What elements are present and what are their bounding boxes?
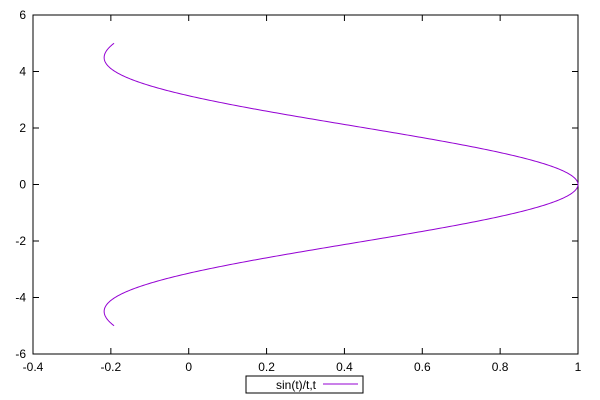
x-tick-label: 0.6 [414,360,431,374]
x-tick-label: -0.4 [23,360,44,374]
x-tick-label: 1 [575,360,582,374]
x-tick-label: 0.2 [258,360,275,374]
y-axis-ticks: -6 -4 -2 0 2 4 6 [15,8,578,361]
y-tick-label: 2 [19,121,26,135]
x-tick-label: 0.8 [492,360,509,374]
legend-box [245,375,364,394]
y-tick-label: 0 [19,178,26,192]
plot-frame [32,14,579,355]
x-axis-ticks: -0.4 -0.2 0 0.2 0.4 0.6 0.8 1 [23,15,582,374]
series-line [103,42,579,327]
legend: sin(t)/t,t [245,375,364,394]
x-tick-label: 0 [185,360,192,374]
x-tick-label: -0.2 [101,360,122,374]
y-tick-label: 6 [19,8,26,22]
x-tick-label: 0.4 [336,360,353,374]
y-tick-label: 4 [19,65,26,79]
y-tick-label: -4 [15,291,26,305]
legend-label: sin(t)/t,t [276,378,317,392]
y-tick-label: -2 [15,234,26,248]
series-layer [103,42,579,327]
y-tick-label: -6 [15,347,26,361]
